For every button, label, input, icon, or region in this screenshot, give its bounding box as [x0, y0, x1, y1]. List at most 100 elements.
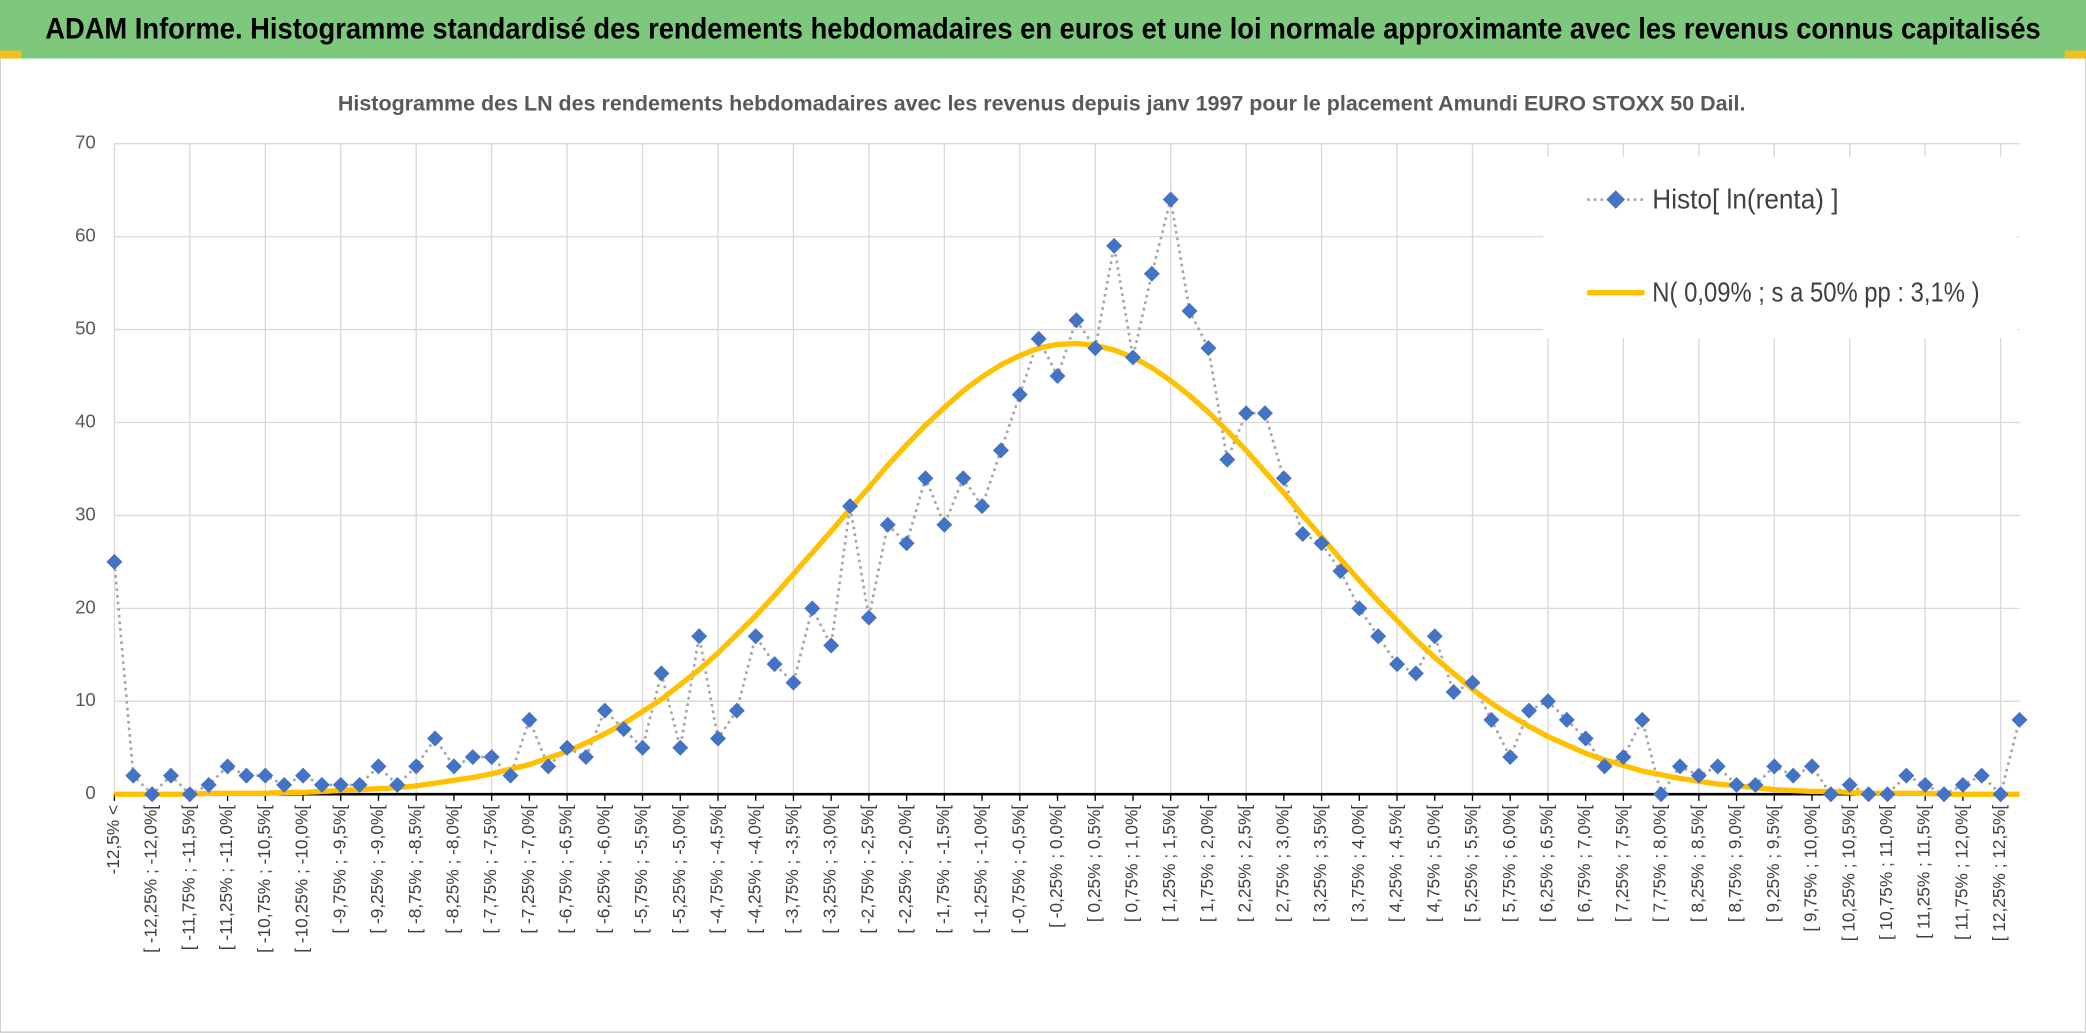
legend-box	[1543, 156, 2017, 338]
diamond-marker	[351, 776, 368, 793]
legend-label: N( 0,09% ; s a 50% pp : 3,1% )	[1652, 276, 1979, 307]
diamond-marker	[181, 786, 198, 803]
x-tick-label: [ -9,25% ; -9,0%[	[367, 805, 387, 934]
diamond-marker	[1596, 758, 1613, 775]
y-tick-label: 10	[75, 689, 96, 710]
legend-label: Histo[ ln(renta) ]	[1652, 183, 1838, 214]
diamond-marker	[1917, 776, 1934, 793]
diamond-marker	[370, 758, 387, 775]
diamond-marker	[106, 553, 123, 570]
x-tick-label: [ 8,75% ; 9,0%[	[1725, 805, 1745, 922]
x-tick-label: [ -5,25% ; -5,0%[	[669, 805, 689, 934]
x-tick-label: [ -1,75% ; -1,5%[	[933, 805, 953, 934]
diamond-marker	[1124, 349, 1141, 366]
x-tick-label: [ 0,25% ; 0,5%[	[1084, 805, 1104, 922]
diamond-marker	[521, 711, 538, 728]
x-tick-label: [ -4,25% ; -4,0%[	[744, 805, 764, 934]
diamond-marker	[1954, 776, 1971, 793]
diamond-marker	[1577, 730, 1594, 747]
diamond-marker	[1728, 776, 1745, 793]
x-tick-label: [ 11,75% ; 12,0%[	[1951, 805, 1971, 940]
diamond-marker	[295, 767, 312, 784]
diamond-marker	[596, 702, 613, 719]
diamond-marker	[1464, 674, 1481, 691]
diamond-marker	[634, 739, 651, 756]
diamond-marker	[1313, 535, 1330, 552]
diamond-marker	[804, 600, 821, 617]
diamond-marker	[691, 628, 708, 645]
legend: Histo[ ln(renta) ] N( 0,09% ; s a 50% pp …	[1543, 156, 2017, 338]
x-tick-label: [ 2,75% ; 3,0%[	[1272, 805, 1292, 922]
diamond-marker	[1841, 776, 1858, 793]
diamond-marker	[1785, 767, 1802, 784]
diamond-marker	[1332, 563, 1349, 580]
diamond-marker	[1162, 191, 1179, 208]
x-tick-label: [ 10,25% ; 10,5%[	[1838, 805, 1858, 942]
diamond-marker	[257, 767, 274, 784]
diamond-marker	[1973, 767, 1990, 784]
diamond-marker	[1200, 340, 1217, 357]
diamond-marker	[502, 767, 519, 784]
diamond-marker	[445, 758, 462, 775]
diamond-marker	[1860, 786, 1877, 803]
x-tick-label: [ -6,75% ; -6,5%[	[556, 805, 576, 934]
x-tick-label: [ -5,75% ; -5,5%[	[631, 805, 651, 934]
diamond-marker	[1257, 405, 1273, 422]
diamond-marker	[1483, 711, 1500, 728]
x-tick-label: [ 3,25% ; 3,5%[	[1310, 805, 1330, 922]
diamond-marker	[1370, 628, 1387, 645]
x-tick-label: [ 2,25% ; 2,5%[	[1235, 805, 1255, 922]
x-tick-label: [ -0,25% ; 0,0%[	[1046, 805, 1066, 928]
diamond-marker	[540, 758, 557, 775]
diamond-marker	[1011, 386, 1028, 403]
diamond-marker	[1539, 693, 1556, 710]
diamond-marker	[1294, 526, 1311, 542]
x-tick-label: [ 1,75% ; 2,0%[	[1197, 805, 1217, 922]
legend-marker	[1606, 190, 1626, 209]
diamond-marker	[559, 739, 576, 756]
diamond-marker	[1653, 786, 1670, 803]
diamond-marker	[1747, 776, 1764, 793]
y-tick-label: 60	[75, 225, 96, 246]
diamond-marker	[1238, 405, 1255, 422]
diamond-marker	[766, 656, 783, 673]
y-tick-label: 70	[75, 132, 96, 153]
x-tick-label: [ -11,75% ; -11,5%[	[178, 805, 198, 951]
diamond-marker	[974, 498, 991, 515]
diamond-marker	[1690, 767, 1707, 784]
diamond-marker	[860, 609, 877, 626]
diamond-marker	[1143, 265, 1160, 282]
x-tick-label: [ -0,75% ; -0,5%[	[1008, 805, 1028, 934]
diamond-marker	[1558, 711, 1575, 728]
x-tick-label: [ 10,75% ; 11,0%[	[1876, 805, 1896, 940]
diamond-marker	[1219, 451, 1236, 468]
x-tick-label: [ 7,75% ; 8,0%[	[1650, 805, 1670, 922]
x-tick-label: [ -10,25% ; -10,0%[	[292, 805, 312, 953]
page-title: ADAM Informe. Histogramme standardisé de…	[45, 13, 2041, 45]
diamond-marker	[1709, 758, 1726, 775]
x-tick-label: [ 9,75% ; 10,0%[	[1801, 805, 1821, 932]
x-tick-label: [ 0,75% ; 1,0%[	[1122, 805, 1142, 922]
x-tick-label: [ -1,25% ; -1,0%[	[971, 805, 991, 934]
diamond-marker	[1275, 470, 1292, 487]
diamond-marker	[898, 535, 915, 552]
diamond-marker	[615, 721, 632, 738]
x-tick-label: [ -7,25% ; -7,0%[	[518, 805, 538, 934]
diamond-marker	[823, 637, 840, 654]
diamond-marker	[1445, 684, 1462, 700]
diamond-marker	[1389, 656, 1406, 673]
diamond-marker	[672, 739, 689, 756]
diamond-marker	[313, 776, 330, 793]
diamond-marker	[1030, 330, 1047, 347]
y-tick-label: 0	[85, 782, 95, 803]
diamond-marker	[1106, 237, 1123, 254]
diamond-marker	[785, 674, 802, 691]
diamond-marker	[879, 516, 896, 533]
x-tick-label: [ 11,25% ; 11,5%[	[1914, 805, 1934, 939]
diamond-marker	[408, 758, 425, 775]
corner-mark	[0, 50, 22, 59]
x-tick-label: [ 5,25% ; 5,5%[	[1461, 805, 1481, 922]
x-tick-label: [ -7,75% ; -7,5%[	[480, 805, 500, 934]
diamond-marker	[1634, 711, 1651, 728]
